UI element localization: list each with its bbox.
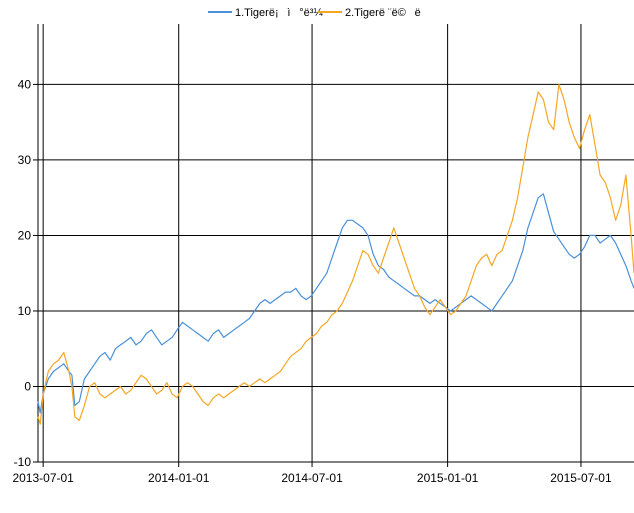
legend-label-1: 1.Tigerë¡ì°ë³¼: [235, 7, 323, 19]
series-line-1: [37, 193, 634, 414]
legend-label-2: 2.Tigerë ¨ë©ë: [345, 7, 438, 19]
grid: [38, 24, 634, 463]
axes: [33, 24, 634, 467]
series-lines: [37, 83, 634, 425]
x-tick-label: 2014-07-01: [281, 471, 343, 485]
x-tick-label: 2014-01-01: [148, 471, 210, 485]
y-tick-label: 20: [18, 228, 32, 242]
x-tick-label: 2015-07-01: [550, 471, 612, 485]
x-tick-label: 2015-01-01: [417, 471, 479, 485]
series-line-2: [37, 83, 634, 425]
x-tick-label: 2013-07-01: [12, 471, 74, 485]
tick-labels: -10 0 10 20 30 40 2013-07-01 2014-01-01 2014-07-…: [12, 77, 612, 485]
y-tick-label: 0: [24, 379, 31, 393]
y-tick-label: 10: [18, 304, 32, 318]
y-tick-label: 30: [18, 153, 32, 167]
y-tick-label: 40: [18, 77, 32, 91]
y-tick-label: -10: [14, 455, 32, 469]
legend: 1.Tigerë¡ì°ë³¼ 2.Tigerë ¨ë©ë: [208, 7, 438, 19]
